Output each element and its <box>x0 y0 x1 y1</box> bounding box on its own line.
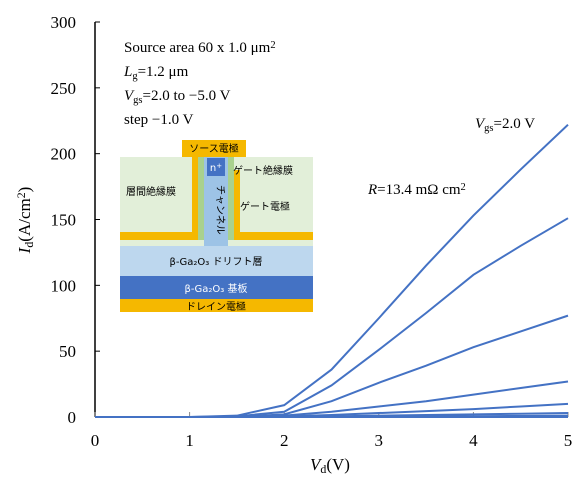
text-part: + <box>216 162 222 170</box>
text-part: =1.2 μm <box>138 64 189 80</box>
text-part: L <box>123 64 132 80</box>
y-tick-label: 150 <box>51 211 77 230</box>
x-tick-label: 2 <box>280 431 289 450</box>
text-part: step −1.0 V <box>124 112 194 128</box>
label: ドレイン電極 <box>186 300 246 313</box>
label: ゲート絶縁膜 <box>233 164 293 177</box>
y-tick-label: 300 <box>51 13 77 32</box>
gate-vl <box>192 157 198 240</box>
annotation: step −1.0 V <box>124 112 194 128</box>
chart: ソース電極 n+ ゲート絶縁膜 層間絶縁膜 ゲート電極 チャンネル β-Ga₂O… <box>0 0 574 477</box>
text-part: =2.0 V <box>494 116 536 132</box>
text-part: (V) <box>326 455 350 474</box>
text-part: =13.4 mΩ cm <box>377 182 461 198</box>
text-part: gs <box>133 95 142 106</box>
x-tick-label: 4 <box>469 431 478 450</box>
text-part: 2 <box>270 40 275 51</box>
text-part: (A/cm <box>15 198 34 241</box>
series-line <box>95 316 568 417</box>
gate-left <box>120 232 198 240</box>
annotation: R=13.4 mΩ cm2 <box>367 182 466 198</box>
label: 層間絶縁膜 <box>126 185 176 198</box>
y-tick-label: 100 <box>51 276 77 295</box>
text-part: ) <box>15 187 34 193</box>
text-part: Source area 60 x 1.0 μm <box>124 40 271 56</box>
gate-right <box>234 232 313 240</box>
annotation: Vgs=2.0 V <box>475 116 535 134</box>
y-tick-label: 0 <box>68 408 77 427</box>
label: ゲート電極 <box>240 200 290 213</box>
label: β-Ga₂O₃ ドリフト層 <box>170 256 263 268</box>
x-tick-label: 3 <box>375 431 384 450</box>
text-part: R <box>367 182 377 198</box>
text-part: 2 <box>461 182 466 193</box>
inset-diagram: ソース電極 n+ ゲート絶縁膜 層間絶縁膜 ゲート電極 チャンネル β-Ga₂O… <box>120 140 313 313</box>
y-tick-label: 250 <box>51 79 77 98</box>
y-tick-label: 200 <box>51 145 77 164</box>
gate-ins-left <box>198 157 204 240</box>
label: ソース電極 <box>189 142 239 155</box>
series-line <box>95 381 568 417</box>
x-tick-label: 1 <box>185 431 194 450</box>
label: チャンネル <box>214 185 226 235</box>
x-tick-label: 5 <box>564 431 573 450</box>
y-tick-label: 50 <box>59 342 76 361</box>
text-part: =2.0 to −5.0 V <box>143 88 231 104</box>
text-part: gs <box>484 123 493 134</box>
x-axis-label: Vd(V) <box>310 455 350 476</box>
y-axis-label: Id(A/cm2) <box>14 187 36 255</box>
x-tick-label: 0 <box>91 431 100 450</box>
label: β-Ga₂O₃ 基板 <box>185 282 248 295</box>
annotation: Lg=1.2 μm <box>123 64 189 82</box>
annotation: Source area 60 x 1.0 μm2 <box>124 40 276 56</box>
annotation: Vgs=2.0 to −5.0 V <box>124 88 231 106</box>
